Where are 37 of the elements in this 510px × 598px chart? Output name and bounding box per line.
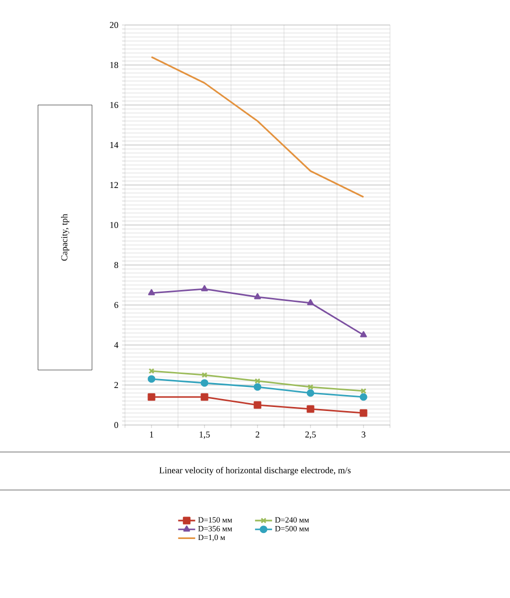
point xyxy=(360,409,368,417)
point xyxy=(254,378,260,384)
y-tick-label: 14 xyxy=(110,142,118,148)
x-tick-label: 2,5 xyxy=(305,432,316,439)
point xyxy=(254,293,261,300)
y-tick-label: 18 xyxy=(110,62,118,68)
point xyxy=(360,393,368,401)
point xyxy=(148,393,156,401)
point xyxy=(201,285,208,292)
x-tick-label: 1,5 xyxy=(200,432,210,439)
point xyxy=(360,331,367,338)
x-tick-label: 1 xyxy=(150,432,154,438)
point xyxy=(254,383,262,391)
y-tick-label: 2 xyxy=(114,382,118,388)
y-tick-label: 10 xyxy=(110,222,118,228)
point xyxy=(306,405,314,413)
point xyxy=(306,389,314,397)
y-tick-label: 6 xyxy=(114,302,118,308)
y-tick-label: 0 xyxy=(114,422,118,428)
y-axis-title: Capacity, tph xyxy=(61,214,70,261)
y-tick-label: 20 xyxy=(110,22,118,28)
point xyxy=(148,289,155,296)
x-axis-title: Linear velocity of horizontal discharge electrode, m/s xyxy=(159,466,351,476)
point xyxy=(200,379,208,387)
x-tick-label: 2 xyxy=(256,432,260,438)
y-tick-label: 4 xyxy=(114,342,118,348)
point xyxy=(308,384,314,390)
point xyxy=(200,393,208,401)
line-series xyxy=(150,56,364,198)
y-tick-label: 12 xyxy=(110,182,118,188)
x-tick-label: 3 xyxy=(362,432,366,438)
point xyxy=(202,372,208,378)
y-tick-label: 8 xyxy=(114,262,118,268)
point xyxy=(148,375,156,383)
point xyxy=(254,401,262,409)
y-tick-label: 16 xyxy=(110,102,118,108)
point xyxy=(307,299,314,306)
